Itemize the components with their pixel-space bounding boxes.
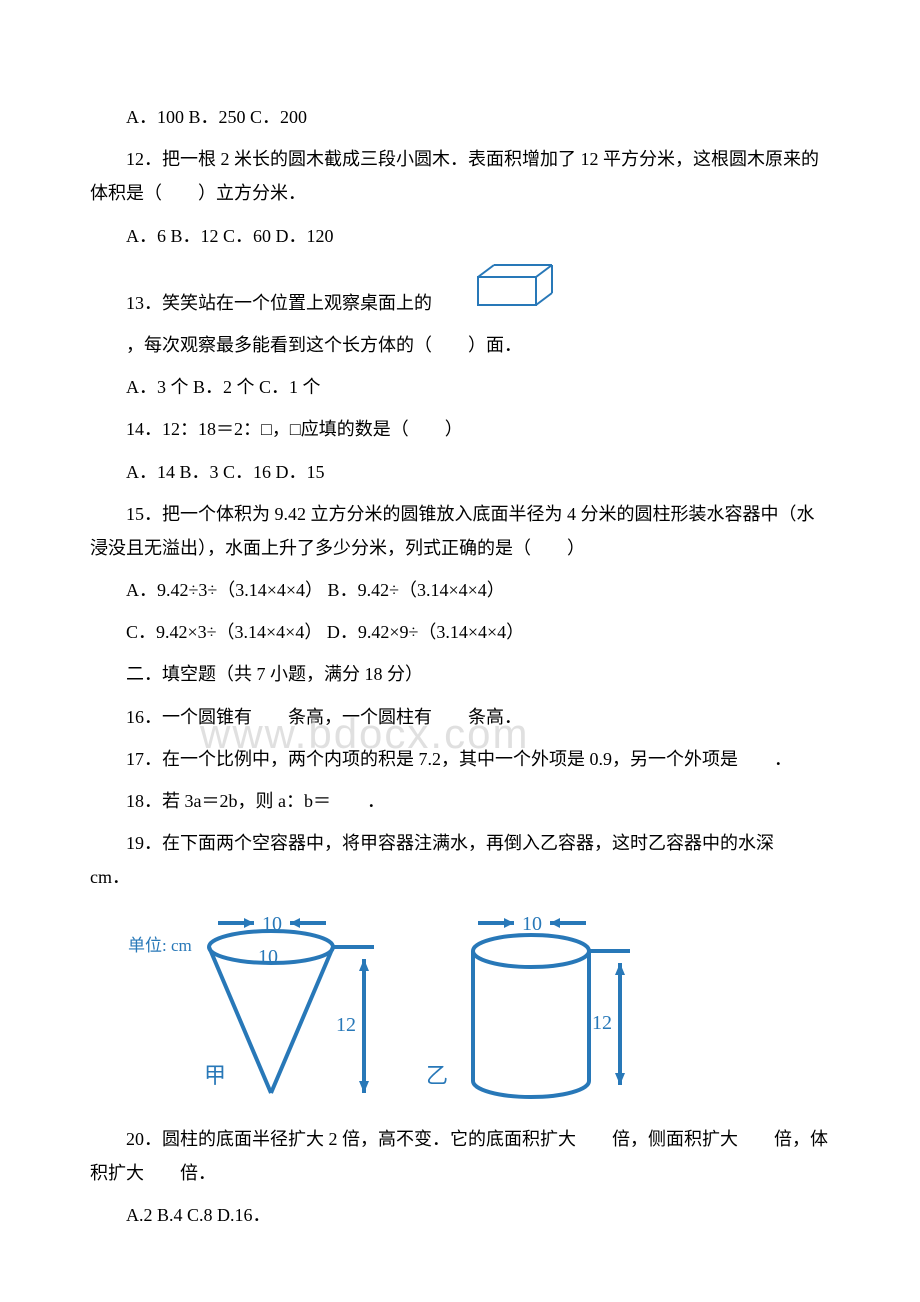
svg-text:12: 12 <box>592 1012 612 1034</box>
q18: 18．若 3a＝2b，则 a：b＝ ． <box>90 784 830 818</box>
q12-stem: 12．把一根 2 米长的圆木截成三段小圆木．表面积增加了 12 平方分米，这根圆… <box>90 142 830 210</box>
svg-text:10: 10 <box>522 913 542 935</box>
q20-choices: A.2 B.4 C.8 D.16． <box>90 1198 830 1232</box>
q19: 19．在下面两个空容器中，将甲容器注满水，再倒入乙容器，这时乙容器中的水深 cm… <box>90 826 830 894</box>
q11-choices: A．100 B．250 C．200 <box>90 100 830 134</box>
cuboid-icon <box>438 261 558 320</box>
q13-stem-row: 13．笑笑站在一个位置上观察桌面上的 <box>90 261 830 320</box>
q15-choices-1: A．9.42÷3÷（3.14×4×4） B．9.42÷（3.14×4×4） <box>90 573 830 607</box>
svg-text:单位: cm: 单位: cm <box>128 936 192 955</box>
svg-text:乙: 乙 <box>426 1063 448 1088</box>
q13-stem-line2: ，每次观察最多能看到这个长方体的（ ）面． <box>90 328 830 362</box>
q17: 17．在一个比例中，两个内项的积是 7.2，其中一个外项是 0.9，另一个外项是… <box>90 742 830 776</box>
q15-stem: 15．把一个体积为 9.42 立方分米的圆锥放入底面半径为 4 分米的圆柱形装水… <box>90 497 830 565</box>
q15-choices-2: C．9.42×3÷（3.14×4×4） D．9.42×9÷（3.14×4×4） <box>90 615 830 649</box>
q13-prefix: 13．笑笑站在一个位置上观察桌面上的 <box>90 286 432 320</box>
q14-choices: A．14 B．3 C．16 D．15 <box>90 455 830 489</box>
section2-heading: 二．填空题（共 7 小题，满分 18 分） <box>90 657 830 691</box>
q20: 20．圆柱的底面半径扩大 2 倍，高不变．它的底面积扩大 倍，侧面积扩大 倍，体… <box>90 1122 830 1190</box>
q19-diagram: 单位: cm 10 10 12 甲 10 <box>126 903 830 1114</box>
q14-stem: 14．12：18＝2：□，□应填的数是（ ） <box>90 412 830 446</box>
q12-choices: A．6 B．12 C．60 D．120 <box>90 219 830 253</box>
q13-choices: A．3 个 B．2 个 C．1 个 <box>90 370 830 404</box>
svg-text:12: 12 <box>336 1014 356 1036</box>
svg-text:10: 10 <box>258 946 278 968</box>
svg-text:甲: 甲 <box>204 1063 226 1088</box>
q16: 16．一个圆锥有 条高，一个圆柱有 条高． <box>90 700 830 734</box>
